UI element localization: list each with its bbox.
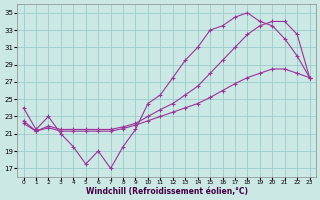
X-axis label: Windchill (Refroidissement éolien,°C): Windchill (Refroidissement éolien,°C) [85, 187, 248, 196]
